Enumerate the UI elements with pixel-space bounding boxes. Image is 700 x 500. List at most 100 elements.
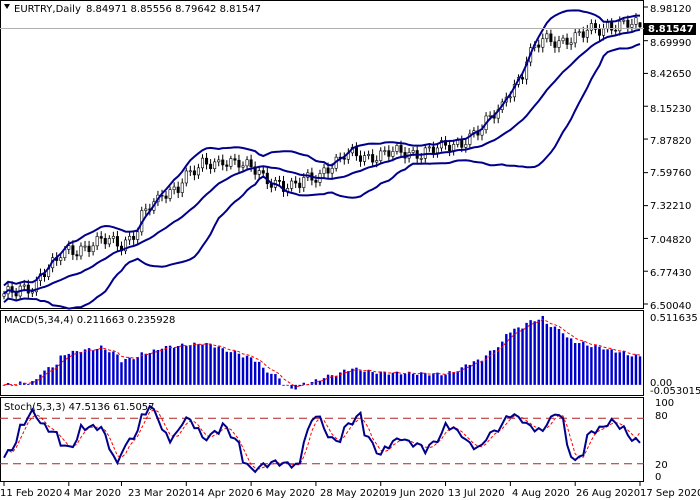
macd-bar: [472, 361, 476, 385]
macd-bar: [298, 384, 301, 387]
candle-body: [176, 186, 180, 193]
macd-bar: [144, 353, 147, 385]
price-tick-label: 7.59760: [650, 168, 691, 179]
candle-body: [545, 33, 549, 39]
macd-bar: [128, 357, 131, 385]
time-tick-label: 4 Aug 2020: [512, 488, 570, 499]
macd-bar: [176, 345, 180, 385]
macd-bar: [428, 375, 431, 385]
candle-body: [541, 38, 545, 48]
macd-bar: [517, 327, 520, 385]
macd-bar: [75, 351, 79, 385]
candle-body: [553, 41, 557, 48]
time-tick-label: 19 Jun 2020: [384, 488, 444, 499]
candle-body: [468, 133, 472, 145]
candle-body: [298, 182, 302, 188]
last-price-tag: [644, 23, 696, 35]
candle-body: [91, 245, 95, 253]
candle-body: [577, 31, 581, 34]
macd-bar: [334, 375, 338, 385]
macd-bar: [594, 345, 597, 385]
macd-bar: [590, 347, 593, 385]
macd-bar: [257, 361, 261, 385]
candle-body: [322, 167, 326, 174]
time-tick-label: 13 Jul 2020: [448, 488, 505, 499]
macd-bar: [266, 372, 269, 385]
candle-body: [245, 159, 249, 167]
macd-bar: [39, 374, 42, 385]
macd-bar: [201, 344, 204, 385]
macd-bar: [152, 349, 156, 385]
macd-bar: [282, 384, 285, 386]
candle-body: [464, 144, 468, 148]
macd-bar: [501, 341, 504, 385]
stoch-tick-label: 100: [655, 398, 674, 409]
macd-bar: [367, 369, 370, 385]
stoch-series: [0, 404, 644, 474]
price-tick-label: 6.50040: [650, 301, 691, 312]
candle-body: [395, 145, 399, 152]
candle-body: [581, 31, 585, 38]
macd-bar: [355, 367, 358, 385]
candle-body: [314, 179, 318, 183]
candle-body: [371, 154, 375, 163]
candle-body: [602, 28, 606, 36]
macd-bar: [253, 361, 257, 385]
macd-bar: [569, 338, 573, 385]
candle-body: [419, 158, 423, 160]
macd-bar: [43, 370, 46, 385]
macd-bar: [371, 372, 374, 385]
candle-body: [30, 291, 34, 294]
macd-bar: [156, 349, 160, 385]
candle-body: [561, 37, 565, 42]
macd-label: MACD(5,34,4) 0.211663 0.235928: [4, 315, 175, 326]
macd-bar: [602, 349, 605, 385]
price-header: EURTRY,Daily 8.84971 8.85556 8.79642 8.8…: [4, 4, 261, 15]
candle-body: [326, 167, 330, 174]
macd-bar: [124, 358, 127, 385]
symbol-label: EURTRY,Daily: [14, 4, 81, 15]
candle-body: [573, 32, 577, 44]
candle-body: [508, 96, 512, 99]
time-tick-label: 6 May 2020: [256, 488, 315, 499]
price-axis: 8.98120 8.69990 8.42650 8.15230 7.87820 …: [650, 4, 691, 312]
macd-bar: [610, 349, 613, 385]
collapse-triangle-icon[interactable]: [4, 4, 10, 9]
candle-body: [196, 167, 200, 176]
candle-body: [379, 150, 383, 161]
macd-bar: [573, 343, 577, 385]
candle-body: [83, 245, 87, 248]
macd-bar: [140, 352, 143, 385]
macd-bar: [343, 369, 346, 385]
macd-bar: [47, 367, 50, 385]
macd-bar: [132, 359, 135, 385]
macd-bar: [193, 342, 196, 385]
macd-bar: [549, 327, 553, 385]
macd-bar: [387, 374, 391, 385]
macd-series: [2, 315, 642, 390]
macd-bar: [104, 349, 107, 385]
candle-body: [277, 180, 281, 182]
candle-body: [249, 159, 253, 168]
candle-body: [261, 170, 265, 174]
candle-body: [213, 161, 217, 170]
macd-bar: [521, 328, 524, 385]
macd-axis: 0.511635 0.00 -0.053015: [650, 313, 700, 397]
macd-bar: [286, 384, 289, 386]
macd-bar: [403, 373, 407, 385]
time-tick-label: 14 Apr 2020: [192, 488, 254, 499]
macd-bar: [2, 384, 6, 386]
macd-bar: [464, 364, 468, 385]
candle-body: [79, 245, 83, 257]
macd-bar: [63, 355, 66, 385]
macd-bar: [120, 362, 123, 385]
candle-body: [411, 150, 415, 153]
macd-bar: [391, 372, 395, 385]
price-tick-label: 8.15230: [650, 104, 691, 115]
candle-body: [358, 155, 362, 162]
macd-bar: [444, 374, 447, 385]
time-axis: 11 Feb 2020 4 Mar 2020 23 Mar 2020 14 Ap…: [0, 488, 700, 499]
macd-bar: [181, 343, 184, 385]
price-tick-label: 7.87820: [650, 136, 691, 147]
